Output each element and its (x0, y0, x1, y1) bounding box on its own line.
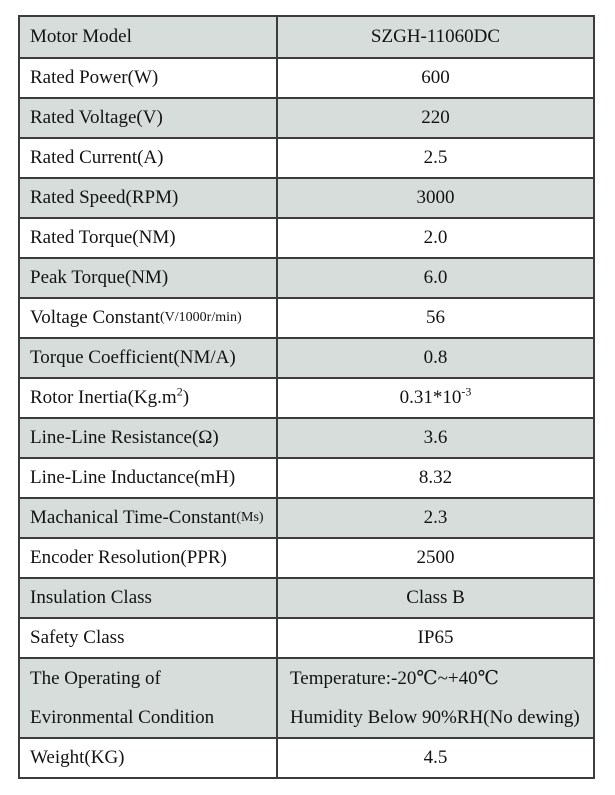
spec-label-text: Rotor Inertia(Kg.m2) (30, 384, 190, 408)
spec-value: Class B (278, 579, 593, 617)
spec-label-text: Motor Model (30, 26, 132, 47)
spec-value-text: 3.6 (423, 427, 448, 448)
spec-value: IP65 (278, 619, 593, 657)
spec-label-text: Line-Line Resistance(Ω) (30, 427, 219, 448)
table-row-mechanical-time-constant: Machanical Time-Constant (Ms) 2.3 (20, 497, 593, 537)
spec-label-text: Rated Current(A) (30, 147, 164, 168)
spec-label: Line-Line Resistance(Ω) (20, 419, 278, 457)
table-row-rated-speed: Rated Speed(RPM) 3000 (20, 177, 593, 217)
spec-label-text: Rated Torque(NM) (30, 227, 176, 248)
spec-label: Encoder Resolution(PPR) (20, 539, 278, 577)
spec-label: Rated Current(A) (20, 139, 278, 177)
spec-label-text: Insulation Class (30, 587, 152, 608)
spec-value: 0.31*10-3 (278, 379, 593, 417)
spec-label-text: Rated Speed(RPM) (30, 187, 179, 208)
spec-value-line2: Humidity Below 90%RH(No dewing) (290, 706, 580, 728)
spec-value: 3.6 (278, 419, 593, 457)
spec-label-text: Rated Voltage(V) (30, 107, 163, 128)
spec-label: Peak Torque(NM) (20, 259, 278, 297)
spec-value-text: 2500 (416, 547, 455, 568)
spec-value: 2.5 (278, 139, 593, 177)
spec-value: SZGH-11060DC (278, 17, 593, 57)
spec-value: 220 (278, 99, 593, 137)
spec-label-text: Rated Power(W) (30, 67, 159, 88)
spec-label-text: Weight(KG) (30, 747, 125, 768)
table-row-insulation-class: Insulation Class Class B (20, 577, 593, 617)
table-row-torque-coefficient: Torque Coefficient(NM/A) 0.8 (20, 337, 593, 377)
spec-label-unit: (Ms) (236, 510, 264, 525)
spec-value: 4.5 (278, 739, 593, 777)
spec-label: Rated Voltage(V) (20, 99, 278, 137)
spec-label: Torque Coefficient(NM/A) (20, 339, 278, 377)
table-row-rated-voltage: Rated Voltage(V) 220 (20, 97, 593, 137)
spec-label: Rated Speed(RPM) (20, 179, 278, 217)
spec-value-text: 2.0 (423, 227, 448, 248)
spec-value-text: 3000 (416, 187, 455, 208)
spec-label: Line-Line Inductance(mH) (20, 459, 278, 497)
spec-label-text: Machanical Time-Constant (30, 507, 237, 528)
table-row-rated-current: Rated Current(A) 2.5 (20, 137, 593, 177)
spec-value: 8.32 (278, 459, 593, 497)
spec-value-text: 0.8 (423, 347, 448, 368)
spec-label: Rotor Inertia(Kg.m2) (20, 379, 278, 417)
spec-value: 2500 (278, 539, 593, 577)
spec-value: 56 (278, 299, 593, 337)
table-row-weight: Weight(KG) 4.5 (20, 737, 593, 777)
spec-value: 3000 (278, 179, 593, 217)
spec-value: Temperature:-20℃~+40℃ Humidity Below 90%… (278, 659, 593, 737)
spec-label: Weight(KG) (20, 739, 278, 777)
spec-value-text: Class B (406, 587, 465, 608)
motor-spec-table: Motor Model SZGH-11060DC Rated Power(W) … (18, 15, 595, 779)
spec-value-text: 0.31*10-3 (399, 384, 472, 408)
spec-value-text: 220 (421, 107, 450, 128)
spec-label: Rated Torque(NM) (20, 219, 278, 257)
spec-value-text: IP65 (417, 627, 454, 648)
spec-label-text: Line-Line Inductance(mH) (30, 467, 236, 488)
spec-label-text: Encoder Resolution(PPR) (30, 547, 227, 568)
spec-value-text: 8.32 (418, 467, 453, 488)
table-row-voltage-constant: Voltage Constant (V/1000r/min) 56 (20, 297, 593, 337)
spec-label: Insulation Class (20, 579, 278, 617)
spec-value: 600 (278, 59, 593, 97)
spec-label-unit: (V/1000r/min) (160, 310, 242, 325)
table-row-peak-torque: Peak Torque(NM) 6.0 (20, 257, 593, 297)
spec-value-text: 56 (426, 307, 445, 328)
spec-label-text: Safety Class (30, 627, 125, 648)
spec-label: Machanical Time-Constant (Ms) (20, 499, 278, 537)
table-row-line-inductance: Line-Line Inductance(mH) 8.32 (20, 457, 593, 497)
spec-value: 2.0 (278, 219, 593, 257)
table-row-safety-class: Safety Class IP65 (20, 617, 593, 657)
table-row-encoder-resolution: Encoder Resolution(PPR) 2500 (20, 537, 593, 577)
table-row-environmental-condition: The Operating of Evironmental Condition … (20, 657, 593, 737)
table-row-rotor-inertia: Rotor Inertia(Kg.m2) 0.31*10-3 (20, 377, 593, 417)
spec-value-text: 2.5 (423, 147, 448, 168)
table-row-motor-model: Motor Model SZGH-11060DC (20, 17, 593, 57)
spec-value: 2.3 (278, 499, 593, 537)
spec-label-text: Peak Torque(NM) (30, 267, 169, 288)
spec-value: 0.8 (278, 339, 593, 377)
spec-value-text: 600 (421, 67, 450, 88)
spec-value-text: SZGH-11060DC (370, 26, 501, 47)
spec-label-text: Torque Coefficient(NM/A) (30, 347, 236, 368)
spec-value-text: 2.3 (423, 507, 448, 528)
spec-value: 6.0 (278, 259, 593, 297)
spec-label: Voltage Constant (V/1000r/min) (20, 299, 278, 337)
spec-value-text: 4.5 (423, 747, 448, 768)
table-row-line-resistance: Line-Line Resistance(Ω) 3.6 (20, 417, 593, 457)
table-row-rated-torque: Rated Torque(NM) 2.0 (20, 217, 593, 257)
spec-label-text: Voltage Constant (30, 307, 161, 328)
spec-value-text: 6.0 (423, 267, 448, 288)
spec-label-line1: The Operating of (30, 667, 161, 689)
table-row-rated-power: Rated Power(W) 600 (20, 57, 593, 97)
spec-label: Safety Class (20, 619, 278, 657)
spec-value-line1: Temperature:-20℃~+40℃ (290, 668, 499, 690)
spec-label: Motor Model (20, 17, 278, 57)
spec-label: The Operating of Evironmental Condition (20, 659, 278, 737)
spec-label-line2: Evironmental Condition (30, 706, 215, 728)
spec-label: Rated Power(W) (20, 59, 278, 97)
